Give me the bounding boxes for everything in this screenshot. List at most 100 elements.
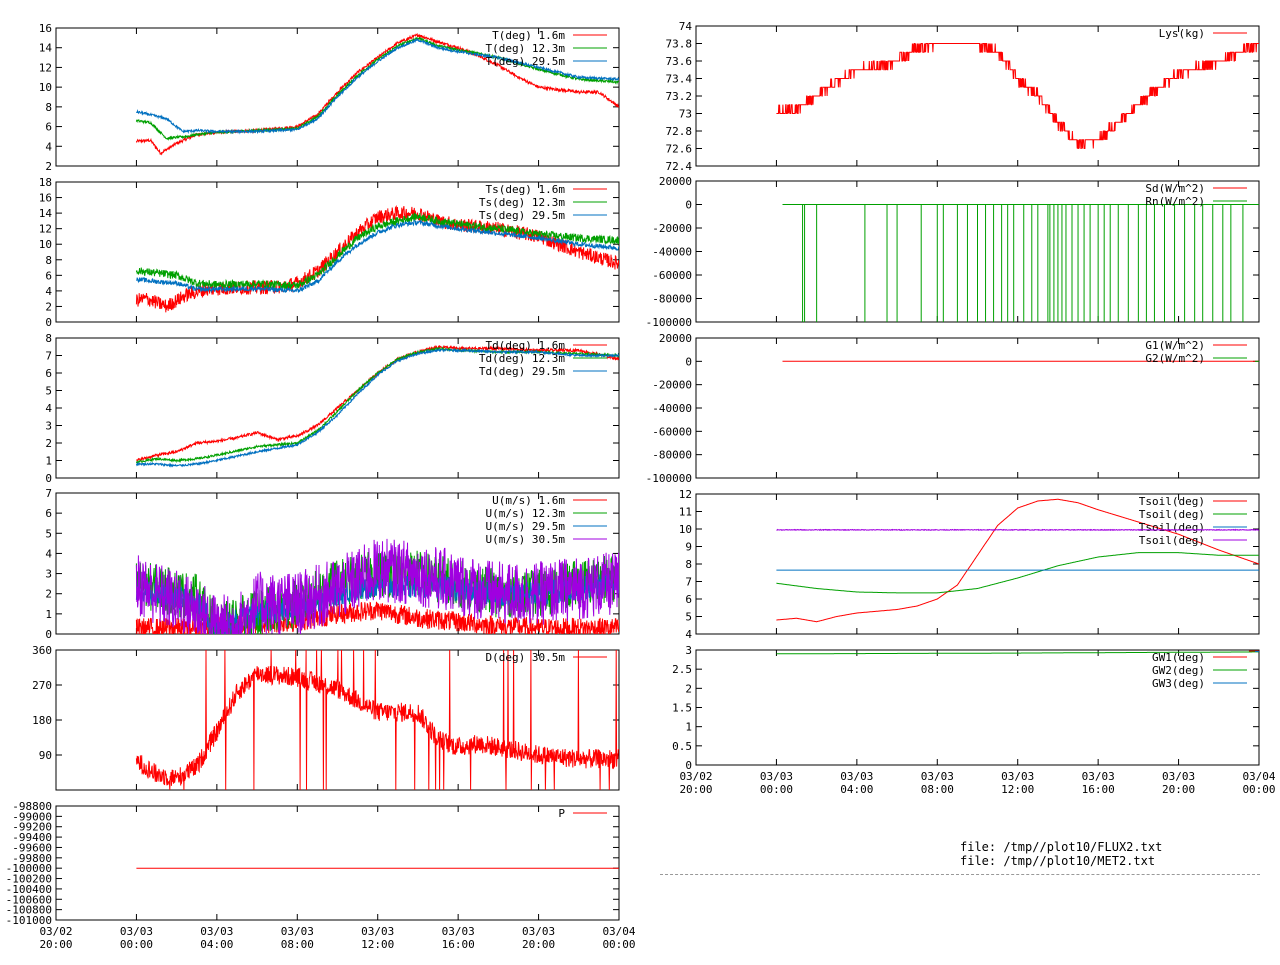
x-tick-label: 00:00: [1242, 783, 1275, 796]
y-tick-label: 2: [45, 160, 52, 173]
x-tick-label: 20:00: [39, 938, 72, 951]
plot-frame: [55, 181, 620, 323]
y-tick-label: -98800: [12, 800, 52, 813]
y-tick-label: 5: [45, 385, 52, 398]
y-tick-label: -101000: [6, 914, 52, 927]
legend-label: T(deg) 1.6m: [492, 29, 565, 42]
y-tick-label: -99400: [12, 831, 52, 844]
x-tick-label: 03/03: [1162, 770, 1195, 783]
x-tick-label: 03/03: [200, 925, 233, 938]
legend-label: Td(deg) 1.6m: [486, 339, 566, 352]
y-tick-label: 73.6: [666, 55, 693, 68]
y-tick-label: -20000: [652, 379, 692, 392]
y-tick-label: -99200: [12, 821, 52, 834]
y-tick-label: -100000: [646, 472, 692, 485]
legend-label: Sd(W/m^2): [1145, 182, 1205, 195]
legend-label: GW1(deg): [1152, 651, 1205, 664]
y-tick-label: -100600: [6, 893, 52, 906]
legend-label: U(m/s) 29.5m: [486, 520, 566, 533]
y-tick-label: 10: [39, 238, 52, 251]
x-tick-label: 00:00: [120, 938, 153, 951]
y-tick-label: -100000: [646, 316, 692, 329]
y-tick-label: 1: [45, 455, 52, 468]
panel-P: -101000-100800-100600-100400-100200-1000…: [6, 800, 636, 951]
dashed-separator: [660, 874, 1260, 875]
y-tick-label: 2: [45, 300, 52, 313]
legend-label: Tsoil(deg): [1139, 508, 1205, 521]
x-tick-label: 08:00: [921, 783, 954, 796]
x-tick-label: 00:00: [602, 938, 635, 951]
x-tick-label: 16:00: [1082, 783, 1115, 796]
legend-label: P: [558, 807, 565, 820]
y-tick-label: 18: [39, 176, 52, 189]
y-tick-label: 73.2: [666, 90, 693, 103]
series-line: [776, 43, 1259, 149]
legend-label: U(m/s) 12.3m: [486, 507, 566, 520]
y-tick-label: 72.6: [666, 143, 693, 156]
file-list: file: /tmp//plot10/FLUX2.txt file: /tmp/…: [960, 840, 1162, 868]
panel-GW: 00.511.522.5303/0220:0003/0300:0003/0304…: [672, 644, 1276, 796]
y-tick-label: 12: [39, 61, 52, 74]
x-tick-label: 04:00: [840, 783, 873, 796]
x-tick-label: 03/03: [442, 925, 475, 938]
y-tick-label: -100800: [6, 904, 52, 917]
panel-T: 2 4 6 8 10 12 14 16 T(deg) 1.6mT(deg) 12.3mT(deg…: [39, 22, 620, 173]
x-tick-label: 03/03: [281, 925, 314, 938]
y-tick-label: 73.4: [666, 73, 693, 86]
series-line: [136, 219, 619, 294]
x-tick-label: 03/04: [1242, 770, 1275, 783]
y-tick-label: 14: [39, 42, 53, 55]
file-label-flux: file: /tmp//plot10/FLUX2.txt: [960, 840, 1163, 854]
x-tick-label: 03/03: [522, 925, 555, 938]
x-tick-label: 03/04: [602, 925, 635, 938]
y-tick-label: 14: [39, 207, 53, 220]
y-tick-label: -40000: [652, 246, 692, 259]
x-tick-label: 03/03: [760, 770, 793, 783]
y-tick-label: -60000: [652, 269, 692, 282]
legend-label: Ts(deg) 1.6m: [486, 183, 566, 196]
x-tick-label: 16:00: [442, 938, 475, 951]
y-tick-label: -99000: [12, 810, 52, 823]
x-tick-label: 20:00: [679, 783, 712, 796]
y-tick-label: 2: [45, 437, 52, 450]
y-tick-label: 7: [45, 350, 52, 363]
panel-D: 90 180 270 360 D(deg) 30.5m: [32, 644, 620, 791]
plot-frame: [55, 27, 620, 167]
y-tick-label: 8: [45, 101, 52, 114]
file-label-met: file: /tmp//plot10/MET2.txt: [960, 854, 1156, 868]
x-tick-label: 20:00: [522, 938, 555, 951]
y-tick-label: 8: [45, 332, 52, 345]
y-tick-label: 2: [685, 682, 692, 695]
x-tick-label: 12:00: [361, 938, 394, 951]
legend-label: Td(deg) 12.3m: [479, 352, 565, 365]
legend-label: Lys(kg): [1159, 27, 1205, 40]
y-tick-label: 0: [45, 472, 52, 485]
y-tick-label: 9: [685, 541, 692, 554]
panel-Tsoil: 456789101112Tsoil(deg)Tsoil(deg)Tsoil(de…: [679, 488, 1260, 641]
y-tick-label: 7: [45, 487, 52, 500]
y-tick-label: 90: [39, 749, 52, 762]
series-line: [776, 498, 1259, 623]
y-tick-label: 4: [45, 547, 52, 560]
y-tick-label: 5: [45, 527, 52, 540]
y-tick-label: 20000: [659, 175, 692, 188]
y-tick-label: -80000: [652, 293, 692, 306]
x-tick-label: 03/03: [120, 925, 153, 938]
x-tick-label: 03/03: [361, 925, 394, 938]
series-line: [135, 36, 619, 141]
y-tick-label: 1: [685, 721, 692, 734]
legend-label: Tsoil(deg): [1139, 534, 1205, 547]
y-tick-label: 72.8: [666, 125, 693, 138]
y-tick-label: 4: [45, 140, 52, 153]
y-tick-label: 73.8: [666, 38, 693, 51]
x-tick-label: 03/02: [39, 925, 72, 938]
y-tick-label: 0: [685, 355, 692, 368]
panel-Sd: -100000 -80000 -60000 -40000 -20000 0 20000 Sd(…: [646, 175, 1260, 329]
y-tick-label: 0: [45, 316, 52, 329]
legend-label: Tsoil(deg): [1139, 521, 1205, 534]
plot-frame: [695, 25, 1260, 167]
y-tick-label: 8: [685, 558, 692, 571]
legend-label: Ts(deg) 29.5m: [479, 209, 565, 222]
series-line: [135, 212, 619, 291]
y-tick-label: 73: [679, 108, 692, 121]
